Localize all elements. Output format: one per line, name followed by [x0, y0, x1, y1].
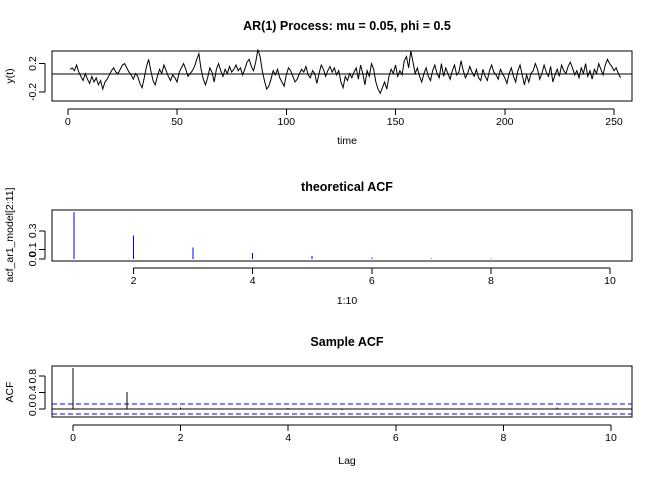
y-tick-label: 0.4 — [27, 385, 39, 400]
x-tick-label: 6 — [369, 275, 375, 287]
x-tick-label: 6 — [393, 432, 399, 444]
y-tick-label: 0.2 — [27, 56, 39, 71]
panel-ar1-process: AR(1) Process: mu = 0.05, phi = 0.5 time… — [4, 19, 633, 147]
panel-theoretical-acf: theoretical ACF 1:10 acf_ar1_model[2:11]… — [4, 180, 633, 307]
x-axis-label-theoretical-acf: 1:10 — [337, 295, 358, 307]
x-tick-label: 2 — [131, 275, 137, 287]
x-tick-label: 10 — [604, 275, 616, 287]
panel-title-sample-acf: Sample ACF — [310, 335, 384, 349]
x-tick-label: 8 — [488, 275, 494, 287]
y-tick-label: 0.0 — [27, 252, 39, 267]
x-tick-label: 0 — [65, 116, 71, 128]
y-axis-label-theoretical-acf: acf_ar1_model[2:11] — [4, 187, 16, 282]
plot-frame-ar1-process — [51, 50, 633, 102]
plot-frame-theoretical-acf — [51, 209, 633, 262]
y-tick-label: 0.3 — [27, 223, 39, 238]
x-tick-label: 8 — [500, 432, 506, 444]
panel-title-theoretical-acf: theoretical ACF — [301, 180, 393, 194]
x-tick-label: 4 — [285, 432, 291, 444]
x-tick-label: 150 — [387, 116, 405, 128]
y-tick-label: 0.0 — [27, 401, 39, 416]
panel-sample-acf: Sample ACF Lag ACF 0 2 4 6 8 10 0.00.40.8 — [4, 335, 633, 467]
x-tick-label: 4 — [250, 275, 256, 287]
x-tick-label: 250 — [605, 116, 623, 128]
y-tick-label: 0.1 — [27, 242, 39, 257]
x-axis-label-ar1-process: time — [337, 135, 357, 147]
x-tick-label: 50 — [171, 116, 183, 128]
y-tick-label: -0.2 — [27, 83, 39, 101]
chart-content-ar1-process: 0 50 100 150 200 250 -0.2 0.2 — [27, 49, 632, 128]
x-tick-label: 2 — [178, 432, 184, 444]
series-line-1 — [69, 49, 621, 95]
x-tick-label: 200 — [496, 116, 514, 128]
chart-content-theoretical-acf: 2 4 6 8 10 0.00.1 0.3 — [27, 212, 616, 287]
x-tick-label: 0 — [70, 432, 76, 444]
plot-frame-sample-acf — [51, 365, 633, 418]
panel-title-ar1-process: AR(1) Process: mu = 0.05, phi = 0.5 — [243, 19, 451, 33]
x-tick-label: 100 — [278, 116, 296, 128]
chart-content-sample-acf: 0 2 4 6 8 10 0.00.40.8 — [27, 368, 632, 444]
y-axis-label-ar1-process: y(t) — [4, 68, 16, 83]
x-axis-label-sample-acf: Lag — [338, 455, 356, 467]
y-axis-label-sample-acf: ACF — [4, 382, 16, 403]
x-tick-label: 10 — [605, 432, 617, 444]
y-tick-label: 0.8 — [27, 369, 39, 384]
